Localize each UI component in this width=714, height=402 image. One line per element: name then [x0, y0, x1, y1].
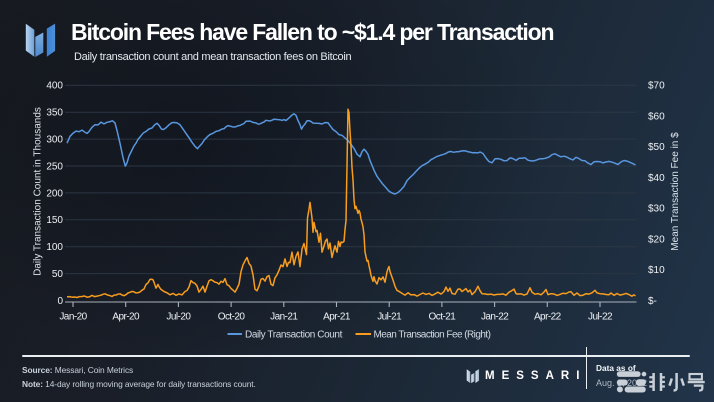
- svg-text:200: 200: [46, 188, 63, 199]
- svg-text:$40: $40: [648, 173, 665, 184]
- svg-text:Apr-21: Apr-21: [323, 312, 351, 323]
- svg-text:250: 250: [46, 161, 63, 172]
- svg-text:100: 100: [46, 242, 63, 253]
- svg-text:300: 300: [46, 135, 63, 146]
- svg-text:$10: $10: [648, 265, 665, 276]
- svg-text:Mean Transaction Fee (Right): Mean Transaction Fee (Right): [374, 330, 491, 341]
- svg-text:150: 150: [46, 215, 63, 226]
- svg-text:Apr-20: Apr-20: [112, 312, 140, 323]
- svg-text:Daily Transaction Count: Daily Transaction Count: [245, 330, 343, 341]
- svg-text:Jan-21: Jan-21: [270, 312, 298, 323]
- svg-text:$30: $30: [648, 204, 665, 215]
- svg-text:$60: $60: [648, 111, 665, 122]
- svg-text:Jan-22: Jan-22: [481, 312, 509, 323]
- svg-text:Oct-20: Oct-20: [218, 312, 246, 323]
- svg-text:0: 0: [57, 296, 63, 307]
- svg-text:Apr-22: Apr-22: [534, 312, 562, 323]
- svg-text:350: 350: [46, 108, 63, 119]
- svg-text:$70: $70: [648, 81, 665, 92]
- svg-text:Jan-20: Jan-20: [59, 312, 87, 323]
- svg-text:Jul-21: Jul-21: [377, 312, 402, 323]
- svg-text:$-: $-: [648, 296, 657, 307]
- svg-text:Daily Transaction Count in Tho: Daily Transaction Count in Thousands: [33, 107, 44, 276]
- svg-text:$20: $20: [648, 234, 665, 245]
- svg-text:$50: $50: [648, 142, 665, 153]
- svg-text:50: 50: [52, 269, 64, 280]
- svg-text:Jul-22: Jul-22: [588, 312, 613, 323]
- svg-text:Jul-20: Jul-20: [166, 312, 191, 323]
- svg-text:Oct-21: Oct-21: [429, 312, 457, 323]
- svg-text:400: 400: [46, 81, 63, 92]
- svg-text:Mean Transaction Fee in $: Mean Transaction Fee in $: [670, 132, 681, 251]
